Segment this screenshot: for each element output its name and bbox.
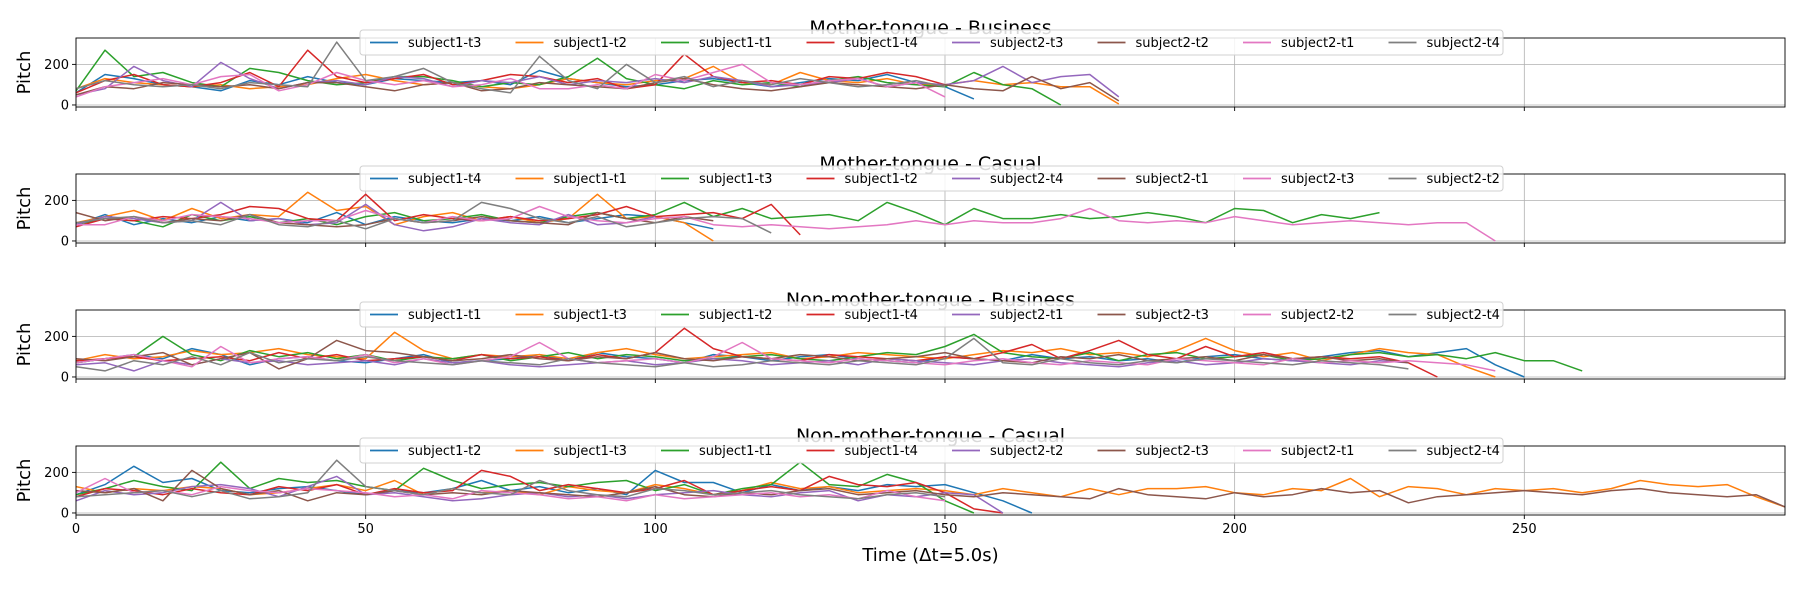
series-line-subject2-t3 <box>76 205 1496 242</box>
x-tick-label: 100 <box>643 522 668 537</box>
y-tick-label: 0 <box>61 234 69 249</box>
legend-label: subject2-t2 <box>1281 308 1354 323</box>
x-tick-label: 50 <box>357 522 374 537</box>
legend-label: subject2-t2 <box>990 444 1063 459</box>
y-tick-label: 0 <box>61 98 69 113</box>
y-tick-label: 0 <box>61 506 69 521</box>
series-line-subject2-t3 <box>75 469 1786 508</box>
series-line-subject2-t4 <box>75 337 1409 372</box>
series-line-subject1-t2 <box>75 465 1033 514</box>
legend-label: subject1-t1 <box>699 444 772 459</box>
legend-label: subject1-t4 <box>845 36 918 51</box>
series-line-subject2-t2 <box>75 341 1496 372</box>
legend-label: subject1-t2 <box>408 444 481 459</box>
legend-label: subject2-t3 <box>1136 308 1209 323</box>
series-line-subject1-t4 <box>75 327 1438 378</box>
y-axis-label: Pitch <box>14 459 35 503</box>
series-line-subject2-t2 <box>75 75 1120 102</box>
legend-label: subject1-t4 <box>845 444 918 459</box>
legend-label: subject1-t4 <box>408 172 481 187</box>
series-line-subject1-t3 <box>75 477 1786 508</box>
legend-label: subject1-t1 <box>408 308 481 323</box>
legend-label: subject1-t2 <box>554 36 627 51</box>
legend-box <box>359 437 1504 464</box>
series-line-subject2-t1 <box>75 477 946 502</box>
legend-label: subject1-t1 <box>699 36 772 51</box>
legend-box <box>359 29 1504 56</box>
legend: subject1-t2 subject1-t3 subject1-t1 subject… <box>359 437 1504 464</box>
legend-label: subject1-t4 <box>845 308 918 323</box>
legend-label: subject1-t3 <box>554 444 627 459</box>
legend-label: subject2-t3 <box>1136 444 1209 459</box>
legend-label: subject2-t1 <box>1281 444 1354 459</box>
legend-label: subject2-t1 <box>1136 172 1209 187</box>
legend-label: subject2-t1 <box>990 308 1063 323</box>
legend-label: subject1-t3 <box>699 172 772 187</box>
legend-label: subject2-t2 <box>1136 36 1209 51</box>
legend-label: subject2-t3 <box>1281 172 1354 187</box>
y-axis-label: Pitch <box>14 187 35 231</box>
series-line-subject2-t4 <box>75 41 946 94</box>
x-tick-label: 0 <box>72 522 80 537</box>
legend-label: subject2-t2 <box>1427 172 1500 187</box>
series-line-subject2-t3 <box>75 339 1409 370</box>
legend: subject1-t3 subject1-t2 subject1-t1 subject… <box>359 29 1504 56</box>
legend-label: subject1-t1 <box>554 172 627 187</box>
series-line-subject2-t4 <box>75 459 946 500</box>
legend-label: subject1-t2 <box>699 308 772 323</box>
legend: subject1-t1 subject1-t3 subject1-t2 subject… <box>359 301 1504 328</box>
legend-label: subject2-t4 <box>1427 444 1500 459</box>
y-tick-label: 0 <box>61 370 69 385</box>
x-tick-label: 150 <box>933 522 958 537</box>
y-axis-label: Pitch <box>14 323 35 367</box>
series-line-subject1-t3 <box>75 201 1380 228</box>
legend-label: subject1-t3 <box>408 36 481 51</box>
legend-label: subject2-t4 <box>1427 36 1500 51</box>
legend-box <box>359 165 1504 192</box>
series-line-subject2-t2 <box>75 201 772 234</box>
legend: subject1-t4 subject1-t1 subject1-t3 subject… <box>359 165 1504 192</box>
legend-label: subject2-t4 <box>1427 308 1500 323</box>
y-tick-label: 200 <box>44 466 69 481</box>
legend-label: subject1-t2 <box>845 172 918 187</box>
x-tick-label: 250 <box>1512 522 1537 537</box>
x-tick-label: 200 <box>1222 522 1247 537</box>
legend-box <box>359 301 1504 328</box>
x-axis-label: Time (Δt=5.0s) <box>861 545 998 566</box>
y-tick-label: 200 <box>44 58 69 73</box>
legend-label: subject2-t4 <box>990 172 1063 187</box>
y-axis-label: Pitch <box>14 51 35 95</box>
legend-label: subject1-t3 <box>554 308 627 323</box>
legend-label: subject2-t1 <box>1281 36 1354 51</box>
legend-label: subject2-t3 <box>990 36 1063 51</box>
series-line-subject2-t1 <box>75 63 946 98</box>
y-tick-label: 200 <box>44 194 69 209</box>
series-line-subject1-t1 <box>75 49 1062 106</box>
y-tick-label: 200 <box>44 330 69 345</box>
